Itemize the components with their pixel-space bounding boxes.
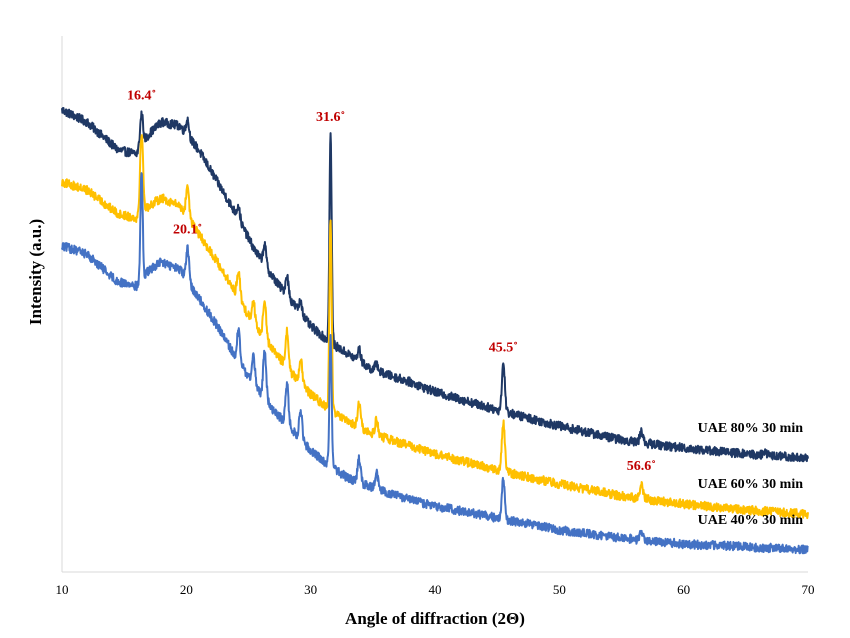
series-labels: UAE 80% 30 min UAE 60% 30 min UAE 40% 30 m… [698,421,804,528]
x-tick-label: 70 [802,582,815,597]
x-tick-label: 30 [304,582,317,597]
peak-annotations: 16.4˚ 20.1˚ 31.6˚ 45.5˚ 56.6˚ [127,88,656,474]
series-line-2 [61,134,809,520]
x-axis-title: Angle of diffraction (2Θ) [345,609,525,628]
x-tick-label: 10 [56,582,69,597]
series-line-3 [61,172,809,555]
x-tick-label: 20 [180,582,193,597]
peak-label: 16.4˚ [127,88,156,103]
peak-label: 20.1˚ [173,222,202,237]
x-tick-label: 50 [553,582,566,597]
peak-label: 56.6˚ [627,459,656,474]
series-label-1: UAE 80% 30 min [698,421,804,436]
peak-label: 45.5˚ [489,340,518,355]
x-tick-label: 60 [677,582,690,597]
plot-area [61,36,808,573]
series-label-2: UAE 60% 30 min [698,477,804,492]
x-tick-label: 40 [429,582,442,597]
y-axis-title: Intensity (a.u.) [26,219,45,325]
series-label-3: UAE 40% 30 min [698,513,804,528]
x-tick-labels: 10 20 30 40 50 60 70 [56,582,815,597]
series-line-1 [61,107,809,463]
series-layer [61,107,809,555]
peak-label: 31.6˚ [316,110,345,125]
